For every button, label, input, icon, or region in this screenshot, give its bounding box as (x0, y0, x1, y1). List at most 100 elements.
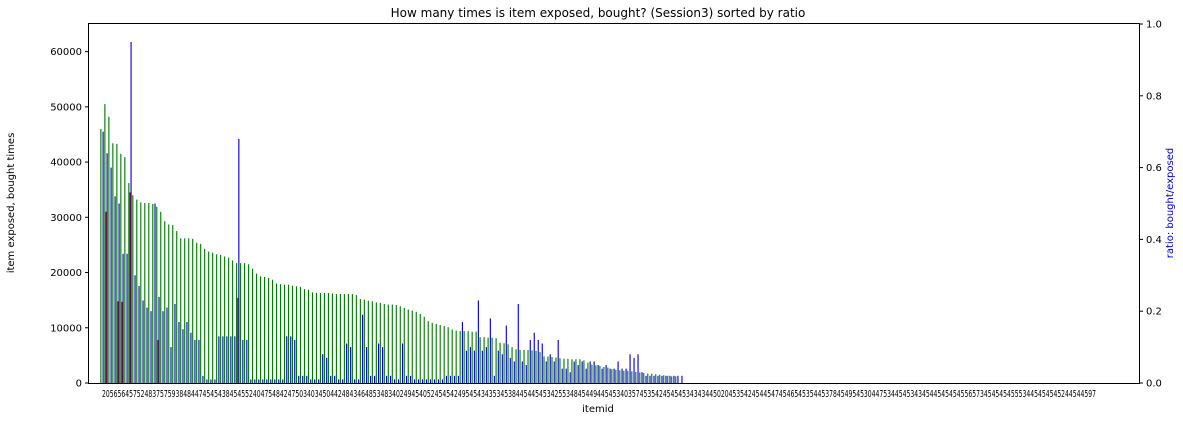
exposed-bar (635, 371, 637, 383)
ratio-bar (489, 318, 491, 383)
exposed-bar (567, 358, 569, 383)
exposed-bar (279, 284, 282, 383)
ratio-bar (609, 368, 611, 383)
ratio-bar (282, 379, 284, 383)
ratio-bar (298, 375, 300, 383)
exposed-bar (539, 352, 541, 383)
ratio-bar (481, 350, 483, 383)
exposed-bar (551, 357, 553, 383)
exposed-bar (263, 276, 266, 383)
ratio-bar (661, 375, 663, 383)
exposed-bar (579, 359, 581, 383)
ratio-bar (346, 343, 348, 383)
exposed-bar (399, 306, 401, 383)
exposed-bar (667, 375, 669, 383)
exposed-bar (375, 302, 377, 383)
ratio-bar (158, 296, 160, 383)
ratio-bar (182, 329, 184, 383)
ratio-bar (206, 379, 208, 383)
left-tick-label: 20000 (50, 268, 82, 279)
exposed-bar (443, 326, 445, 383)
exposed-bar (295, 286, 298, 383)
exposed-bar (236, 263, 238, 383)
ratio-bar (429, 379, 432, 383)
ratio-bar (318, 379, 320, 383)
x-axis-label: itemid (582, 404, 614, 415)
ratio-bar (142, 300, 144, 383)
exposed-bar (427, 321, 429, 383)
ratio-bar (537, 339, 539, 383)
exposed-bar (299, 286, 302, 383)
exposed-bar (415, 311, 417, 383)
ratio-bar (290, 336, 292, 383)
ratio-bar (509, 357, 511, 383)
exposed-bar (136, 199, 138, 383)
exposed-bar (315, 292, 318, 383)
ratio-bar (525, 365, 527, 383)
ratio-bar (330, 375, 332, 383)
ratio-bar (102, 131, 104, 383)
ratio-bar (493, 375, 495, 383)
ratio-bar (517, 304, 519, 383)
ratio-bar (409, 375, 412, 383)
ratio-bar (322, 354, 324, 383)
ratio-bar (545, 361, 547, 383)
ratio-bar (178, 321, 180, 383)
ratio-bar (310, 379, 312, 383)
exposed-bar (144, 202, 146, 383)
left-axis-ticks: 0 10000 20000 30000 40000 50000 60000 (50, 47, 89, 390)
ratio-bar (350, 347, 352, 383)
exposed-bar (435, 323, 437, 383)
ratio-bar (657, 375, 659, 383)
ratio-bar (218, 336, 220, 383)
exposed-bar (483, 337, 485, 383)
ratio-bar (278, 379, 280, 383)
ratio-bar (134, 275, 136, 383)
exposed-bar (587, 362, 589, 383)
ratio-bar (541, 343, 543, 383)
ratio-bar (601, 368, 603, 383)
ratio-bar (585, 368, 587, 383)
bought-bar (105, 211, 107, 383)
ratio-bar (234, 336, 236, 383)
ratio-bar (449, 375, 451, 383)
exposed-bar (499, 342, 501, 383)
ratio-bar (342, 379, 344, 383)
exposed-bar (615, 369, 617, 383)
exposed-bar (379, 302, 381, 383)
ratio-bar (374, 375, 376, 383)
ratio-bar (457, 375, 459, 383)
exposed-bar (212, 252, 214, 383)
exposed-bar (507, 344, 509, 383)
ratio-bar (553, 361, 555, 383)
exposed-bar (307, 289, 310, 383)
ratio-bar (421, 379, 424, 383)
exposed-bar (128, 183, 130, 383)
exposed-bar (200, 243, 202, 383)
ratio-bar (469, 347, 471, 383)
ratio-bar (589, 361, 591, 383)
chart-title: How many times is item exposed, bought? … (391, 6, 806, 20)
exposed-bar (659, 374, 661, 383)
ratio-bar (505, 325, 507, 383)
ratio-bar (242, 339, 244, 383)
series-ratio (102, 41, 683, 383)
ratio-bar (577, 365, 579, 383)
ratio-bar (413, 379, 416, 383)
ratio-bar (146, 307, 148, 383)
bought-bar (157, 339, 159, 383)
exposed-bar (671, 376, 673, 383)
ratio-bar (106, 153, 108, 383)
ratio-bar (174, 304, 176, 383)
exposed-bar (335, 294, 337, 383)
exposed-bar (208, 251, 210, 383)
exposed-bar (651, 373, 653, 383)
exposed-bar (523, 349, 525, 383)
ratio-bar (637, 354, 639, 383)
exposed-bar (647, 373, 649, 383)
exposed-bar (283, 284, 286, 383)
ratio-bar (641, 372, 643, 383)
ratio-bar (397, 379, 400, 383)
exposed-bar (595, 365, 597, 383)
ratio-bar (338, 379, 340, 383)
